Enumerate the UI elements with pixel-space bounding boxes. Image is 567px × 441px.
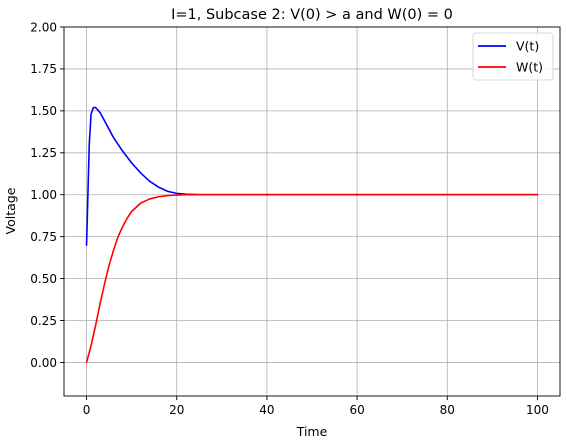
y-tick-label: 0.50 [30, 272, 57, 286]
plot-frame [63, 26, 561, 397]
y-tick-label: 0.00 [30, 356, 57, 370]
y-tick-label: 1.25 [30, 146, 57, 160]
x-tick-label: 60 [349, 403, 364, 417]
series-line-w-t [85, 193, 539, 364]
legend-label-w: W(t) [516, 60, 543, 75]
x-tick-label: 20 [169, 403, 184, 417]
x-tick-label: 100 [526, 403, 549, 417]
y-tick-label: 1.75 [30, 62, 57, 76]
series-line-v-t [85, 106, 539, 246]
y-tick-label: 0.75 [30, 230, 57, 244]
y-axis: 0.00 0.25 0.50 0.75 1.00 1.25 1.50 1.75 2.00 [30, 20, 64, 370]
y-tick-label: 1.00 [30, 188, 57, 202]
legend: V(t) W(t) [472, 32, 554, 81]
x-axis: 0 20 40 60 80 100 [83, 396, 549, 417]
legend-label-v: V(t) [516, 39, 539, 54]
y-tick-label: 2.00 [30, 20, 57, 34]
x-axis-label: Time [296, 424, 328, 439]
y-tick-label: 0.25 [30, 314, 57, 328]
x-tick-label: 80 [440, 403, 455, 417]
legend-box [472, 32, 554, 81]
series-layer [85, 106, 539, 364]
x-tick-label: 40 [259, 403, 274, 417]
chart-title: I=1, Subcase 2: V(0) > a and W(0) = 0 [171, 7, 453, 23]
y-axis-label: Voltage [3, 187, 18, 234]
grid [64, 26, 560, 396]
y-tick-label: 1.50 [30, 104, 57, 118]
x-tick-label: 0 [83, 403, 91, 417]
